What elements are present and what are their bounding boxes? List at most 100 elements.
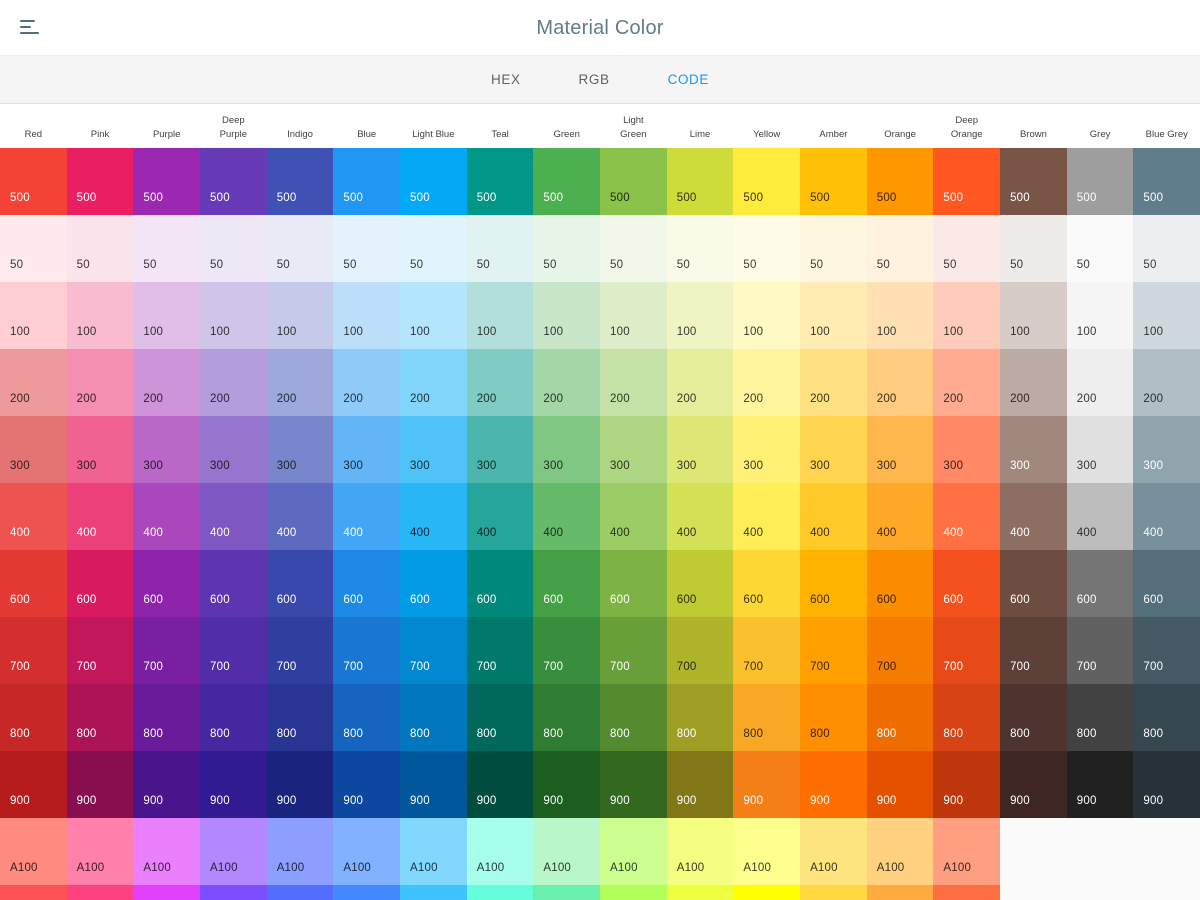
- swatch-deep-orange-400[interactable]: 400: [933, 483, 1001, 550]
- swatch-light-green-400[interactable]: 400: [600, 483, 667, 550]
- swatch-yellow-500[interactable]: 500: [733, 148, 801, 215]
- swatch-purple-100[interactable]: 100: [133, 282, 201, 349]
- swatch-teal-a200[interactable]: A200: [466, 885, 534, 900]
- swatch-red-400[interactable]: 400: [0, 483, 67, 550]
- swatch-red-50[interactable]: 50: [0, 215, 67, 282]
- swatch-pink-600[interactable]: 600: [66, 550, 134, 617]
- swatch-purple-a200[interactable]: A200: [133, 885, 201, 900]
- swatch-purple-900[interactable]: 900: [133, 751, 201, 818]
- swatch-deep-orange-200[interactable]: 200: [933, 349, 1001, 416]
- swatch-blue-grey-800[interactable]: 800: [1133, 684, 1200, 751]
- swatch-deep-orange-500[interactable]: 500: [933, 148, 1001, 215]
- swatch-red-600[interactable]: 600: [0, 550, 67, 617]
- swatch-purple-700[interactable]: 700: [133, 617, 201, 684]
- tab-hex[interactable]: HEX: [490, 72, 521, 87]
- swatch-blue-grey-100[interactable]: 100: [1133, 282, 1200, 349]
- swatch-pink-300[interactable]: 300: [66, 416, 134, 483]
- swatch-lime-50[interactable]: 50: [666, 215, 734, 282]
- swatch-deep-purple-a200[interactable]: A200: [200, 885, 267, 900]
- swatch-deep-purple-900[interactable]: 900: [200, 751, 267, 818]
- tab-rgb[interactable]: RGB: [578, 72, 610, 87]
- swatch-pink-a100[interactable]: A100: [66, 818, 134, 885]
- swatch-deep-orange-300[interactable]: 300: [933, 416, 1001, 483]
- swatch-deep-orange-900[interactable]: 900: [933, 751, 1001, 818]
- swatch-orange-a100[interactable]: A100: [866, 818, 934, 885]
- swatch-deep-purple-600[interactable]: 600: [200, 550, 267, 617]
- swatch-indigo-900[interactable]: 900: [266, 751, 334, 818]
- swatch-green-a200[interactable]: A200: [533, 885, 601, 900]
- swatch-light-green-50[interactable]: 50: [600, 215, 667, 282]
- swatch-light-blue-500[interactable]: 500: [400, 148, 467, 215]
- menu-icon[interactable]: [20, 17, 44, 37]
- swatch-yellow-900[interactable]: 900: [733, 751, 801, 818]
- swatch-red-900[interactable]: 900: [0, 751, 67, 818]
- swatch-grey-500[interactable]: 500: [1066, 148, 1134, 215]
- swatch-light-green-300[interactable]: 300: [600, 416, 667, 483]
- swatch-red-a200[interactable]: A200: [0, 885, 67, 900]
- swatch-brown-700[interactable]: 700: [1000, 617, 1067, 684]
- swatch-purple-50[interactable]: 50: [133, 215, 201, 282]
- swatch-light-green-900[interactable]: 900: [600, 751, 667, 818]
- swatch-red-800[interactable]: 800: [0, 684, 67, 751]
- swatch-light-blue-700[interactable]: 700: [400, 617, 467, 684]
- swatch-orange-900[interactable]: 900: [866, 751, 934, 818]
- swatch-blue-grey-700[interactable]: 700: [1133, 617, 1200, 684]
- swatch-pink-900[interactable]: 900: [66, 751, 134, 818]
- swatch-indigo-200[interactable]: 200: [266, 349, 334, 416]
- swatch-light-blue-300[interactable]: 300: [400, 416, 467, 483]
- swatch-yellow-50[interactable]: 50: [733, 215, 801, 282]
- swatch-orange-a200[interactable]: A200: [866, 885, 934, 900]
- swatch-indigo-600[interactable]: 600: [266, 550, 334, 617]
- swatch-blue-800[interactable]: 800: [333, 684, 401, 751]
- swatch-brown-600[interactable]: 600: [1000, 550, 1067, 617]
- swatch-teal-700[interactable]: 700: [466, 617, 534, 684]
- swatch-teal-900[interactable]: 900: [466, 751, 534, 818]
- swatch-deep-orange-700[interactable]: 700: [933, 617, 1001, 684]
- swatch-lime-400[interactable]: 400: [666, 483, 734, 550]
- swatch-brown-50[interactable]: 50: [1000, 215, 1067, 282]
- swatch-teal-50[interactable]: 50: [466, 215, 534, 282]
- swatch-teal-400[interactable]: 400: [466, 483, 534, 550]
- swatch-yellow-800[interactable]: 800: [733, 684, 801, 751]
- swatch-red-500[interactable]: 500: [0, 148, 67, 215]
- swatch-yellow-600[interactable]: 600: [733, 550, 801, 617]
- swatch-green-600[interactable]: 600: [533, 550, 601, 617]
- swatch-yellow-700[interactable]: 700: [733, 617, 801, 684]
- swatch-red-a100[interactable]: A100: [0, 818, 67, 885]
- swatch-indigo-100[interactable]: 100: [266, 282, 334, 349]
- swatch-teal-500[interactable]: 500: [466, 148, 534, 215]
- swatch-deep-purple-50[interactable]: 50: [200, 215, 267, 282]
- swatch-deep-orange-600[interactable]: 600: [933, 550, 1001, 617]
- swatch-brown-500[interactable]: 500: [1000, 148, 1067, 215]
- swatch-yellow-200[interactable]: 200: [733, 349, 801, 416]
- swatch-pink-400[interactable]: 400: [66, 483, 134, 550]
- swatch-green-500[interactable]: 500: [533, 148, 601, 215]
- swatch-pink-200[interactable]: 200: [66, 349, 134, 416]
- swatch-orange-600[interactable]: 600: [866, 550, 934, 617]
- swatch-purple-600[interactable]: 600: [133, 550, 201, 617]
- swatch-deep-orange-a200[interactable]: A200: [933, 885, 1001, 900]
- swatch-purple-200[interactable]: 200: [133, 349, 201, 416]
- swatch-grey-100[interactable]: 100: [1066, 282, 1134, 349]
- swatch-grey-400[interactable]: 400: [1066, 483, 1134, 550]
- swatch-amber-a100[interactable]: A100: [800, 818, 867, 885]
- swatch-red-300[interactable]: 300: [0, 416, 67, 483]
- swatch-light-blue-a100[interactable]: A100: [400, 818, 467, 885]
- swatch-blue-grey-300[interactable]: 300: [1133, 416, 1200, 483]
- swatch-red-200[interactable]: 200: [0, 349, 67, 416]
- swatch-deep-orange-50[interactable]: 50: [933, 215, 1001, 282]
- swatch-indigo-a200[interactable]: A200: [266, 885, 334, 900]
- swatch-deep-purple-100[interactable]: 100: [200, 282, 267, 349]
- swatch-amber-500[interactable]: 500: [800, 148, 867, 215]
- swatch-deep-purple-300[interactable]: 300: [200, 416, 267, 483]
- swatch-amber-700[interactable]: 700: [800, 617, 867, 684]
- swatch-grey-800[interactable]: 800: [1066, 684, 1134, 751]
- swatch-brown-900[interactable]: 900: [1000, 751, 1067, 818]
- swatch-lime-800[interactable]: 800: [666, 684, 734, 751]
- swatch-lime-a200[interactable]: A200: [666, 885, 734, 900]
- swatch-orange-800[interactable]: 800: [866, 684, 934, 751]
- swatch-blue-grey-50[interactable]: 50: [1133, 215, 1200, 282]
- swatch-light-green-a200[interactable]: A200: [600, 885, 667, 900]
- swatch-deep-purple-800[interactable]: 800: [200, 684, 267, 751]
- swatch-pink-50[interactable]: 50: [66, 215, 134, 282]
